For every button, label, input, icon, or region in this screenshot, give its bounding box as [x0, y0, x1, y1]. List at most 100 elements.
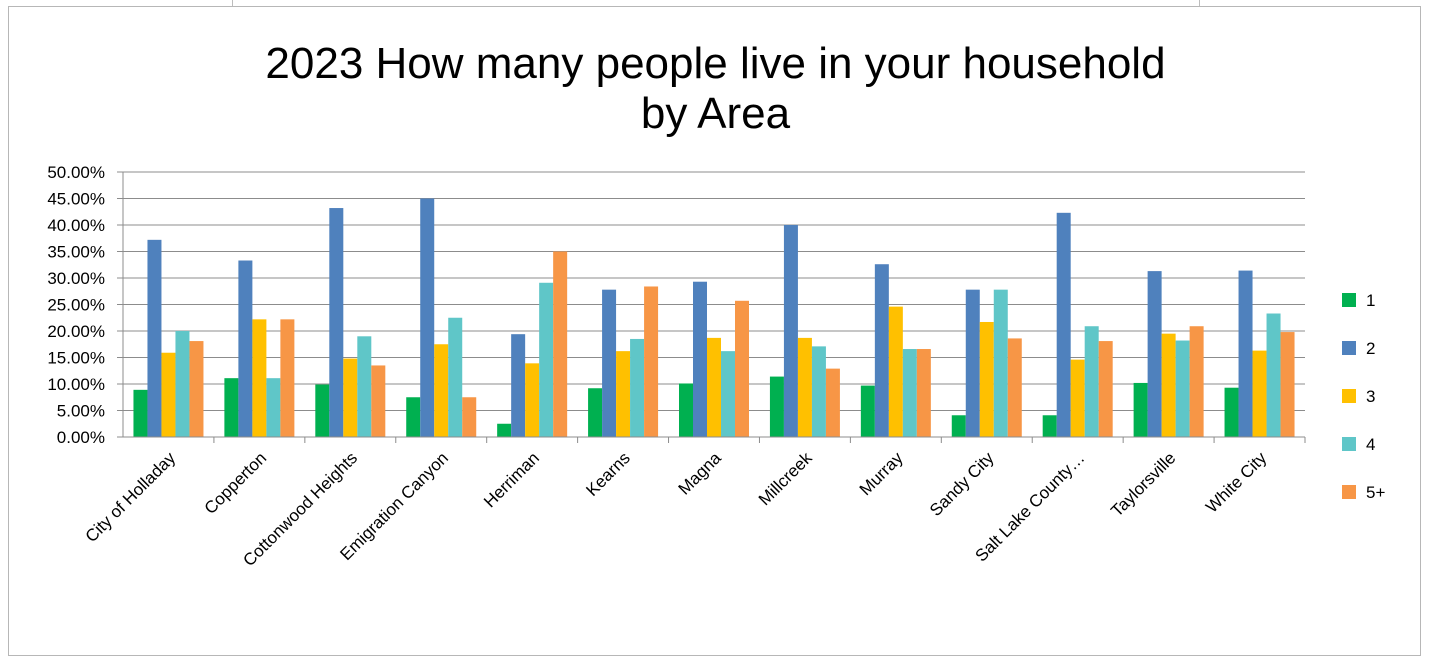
bar-4 [630, 338, 645, 437]
bar-2 [1056, 212, 1071, 437]
bar-3 [1070, 359, 1085, 437]
bar-5plus [644, 286, 659, 437]
bar-3 [797, 337, 812, 437]
bar-4 [448, 317, 463, 437]
y-tick-label: 45.00% [47, 190, 105, 209]
x-category-label: White City [1202, 448, 1271, 517]
x-category-label: Magna [675, 448, 726, 499]
bar-2 [1147, 271, 1162, 437]
bar-3 [434, 344, 449, 437]
bar-3 [343, 358, 358, 437]
y-tick-label: 30.00% [47, 269, 105, 288]
legend-swatch-3 [1342, 389, 1356, 403]
bar-1 [769, 376, 784, 437]
bar-5plus [371, 365, 386, 437]
bar-2 [147, 239, 162, 437]
bar-4 [811, 346, 826, 437]
x-category-label: City of Holladay [82, 448, 180, 546]
bar-4 [721, 351, 735, 437]
bar-4 [266, 378, 281, 437]
bar-4 [902, 349, 917, 437]
x-category-label: Murray [856, 448, 907, 499]
bar-5plus [1280, 332, 1295, 437]
legend-label: 2 [1366, 339, 1375, 358]
bar-1 [588, 388, 603, 437]
bar-2 [965, 289, 980, 437]
bar-5plus [189, 341, 204, 437]
bar-2 [602, 289, 617, 437]
x-category-label: Millcreek [755, 448, 816, 509]
bar-5plus [1098, 341, 1113, 437]
y-tick-label: 50.00% [47, 163, 105, 182]
bar-2 [693, 281, 707, 437]
bar-2 [1238, 270, 1253, 437]
bar-3 [252, 319, 267, 437]
y-tick-label: 10.00% [47, 375, 105, 394]
chart-title: 2023 How many people live in your househ… [9, 39, 1422, 139]
bar-3 [1161, 333, 1176, 437]
bar-1 [133, 389, 148, 437]
legend-swatch-4 [1342, 437, 1356, 451]
legend-label: 5+ [1366, 483, 1385, 502]
bar-5plus [553, 251, 568, 437]
bar-2 [783, 225, 798, 437]
chart-area: 2023 How many people live in your househ… [8, 6, 1421, 656]
bar-2 [420, 198, 435, 437]
bar-1 [224, 378, 239, 437]
bar-3 [525, 363, 540, 437]
bar-1 [406, 397, 421, 437]
y-tick-label: 35.00% [47, 243, 105, 262]
bar-3 [161, 352, 176, 437]
y-tick-label: 5.00% [57, 402, 105, 421]
legend-label: 1 [1366, 291, 1375, 310]
chart-title-line-1: 2023 How many people live in your househ… [265, 39, 1166, 88]
bar-3 [888, 306, 903, 437]
legend-label: 3 [1366, 387, 1375, 406]
x-category-label: Taylorsville [1107, 448, 1179, 520]
bar-4 [993, 289, 1008, 437]
y-tick-label: 25.00% [47, 296, 105, 315]
bar-2 [874, 264, 889, 437]
bar-4 [539, 282, 554, 437]
legend-swatch-5plus [1342, 485, 1356, 499]
bar-chart: 0.00% 5.00% 10.00% 15.00% 20.00% 25.00% 30.00%… [47, 163, 1385, 570]
bar-1 [497, 423, 512, 437]
y-tick-label: 40.00% [47, 216, 105, 235]
x-category-label: Sandy City [926, 448, 998, 520]
bar-4 [175, 331, 190, 437]
bar-4 [1266, 313, 1281, 437]
x-category-label: Copperton [201, 448, 271, 518]
bar-5plus [735, 300, 749, 437]
legend-swatch-2 [1342, 341, 1356, 355]
x-category-label: Herriman [480, 448, 543, 511]
x-category-label: Kearns [582, 448, 634, 500]
bar-1 [1042, 415, 1057, 437]
legend-label: 4 [1366, 435, 1375, 454]
bar-2 [329, 208, 344, 437]
bar-5plus [1189, 326, 1204, 437]
y-tick-label: 0.00% [57, 428, 105, 447]
bar-4 [1175, 340, 1190, 437]
bar-2 [238, 260, 253, 437]
chart-title-line-2: by Area [640, 89, 791, 138]
bar-3 [616, 351, 631, 437]
bar-3 [979, 321, 994, 437]
bar-1 [860, 385, 875, 437]
bar-1 [1224, 387, 1239, 437]
bar-5plus [1007, 338, 1022, 437]
bar-1 [679, 383, 693, 437]
bar-4 [1084, 326, 1099, 437]
bar-1 [315, 384, 330, 437]
bar-5plus [825, 368, 840, 437]
bar-1 [951, 415, 966, 437]
bar-3 [707, 337, 721, 437]
bar-3 [1252, 350, 1267, 437]
bar-5plus [462, 397, 477, 437]
bar-4 [357, 336, 372, 437]
bar-5plus [916, 349, 931, 437]
y-tick-label: 15.00% [47, 349, 105, 368]
bar-1 [1133, 382, 1148, 437]
bar-2 [511, 334, 526, 437]
bar-5plus [280, 319, 295, 437]
legend-swatch-1 [1342, 293, 1356, 307]
